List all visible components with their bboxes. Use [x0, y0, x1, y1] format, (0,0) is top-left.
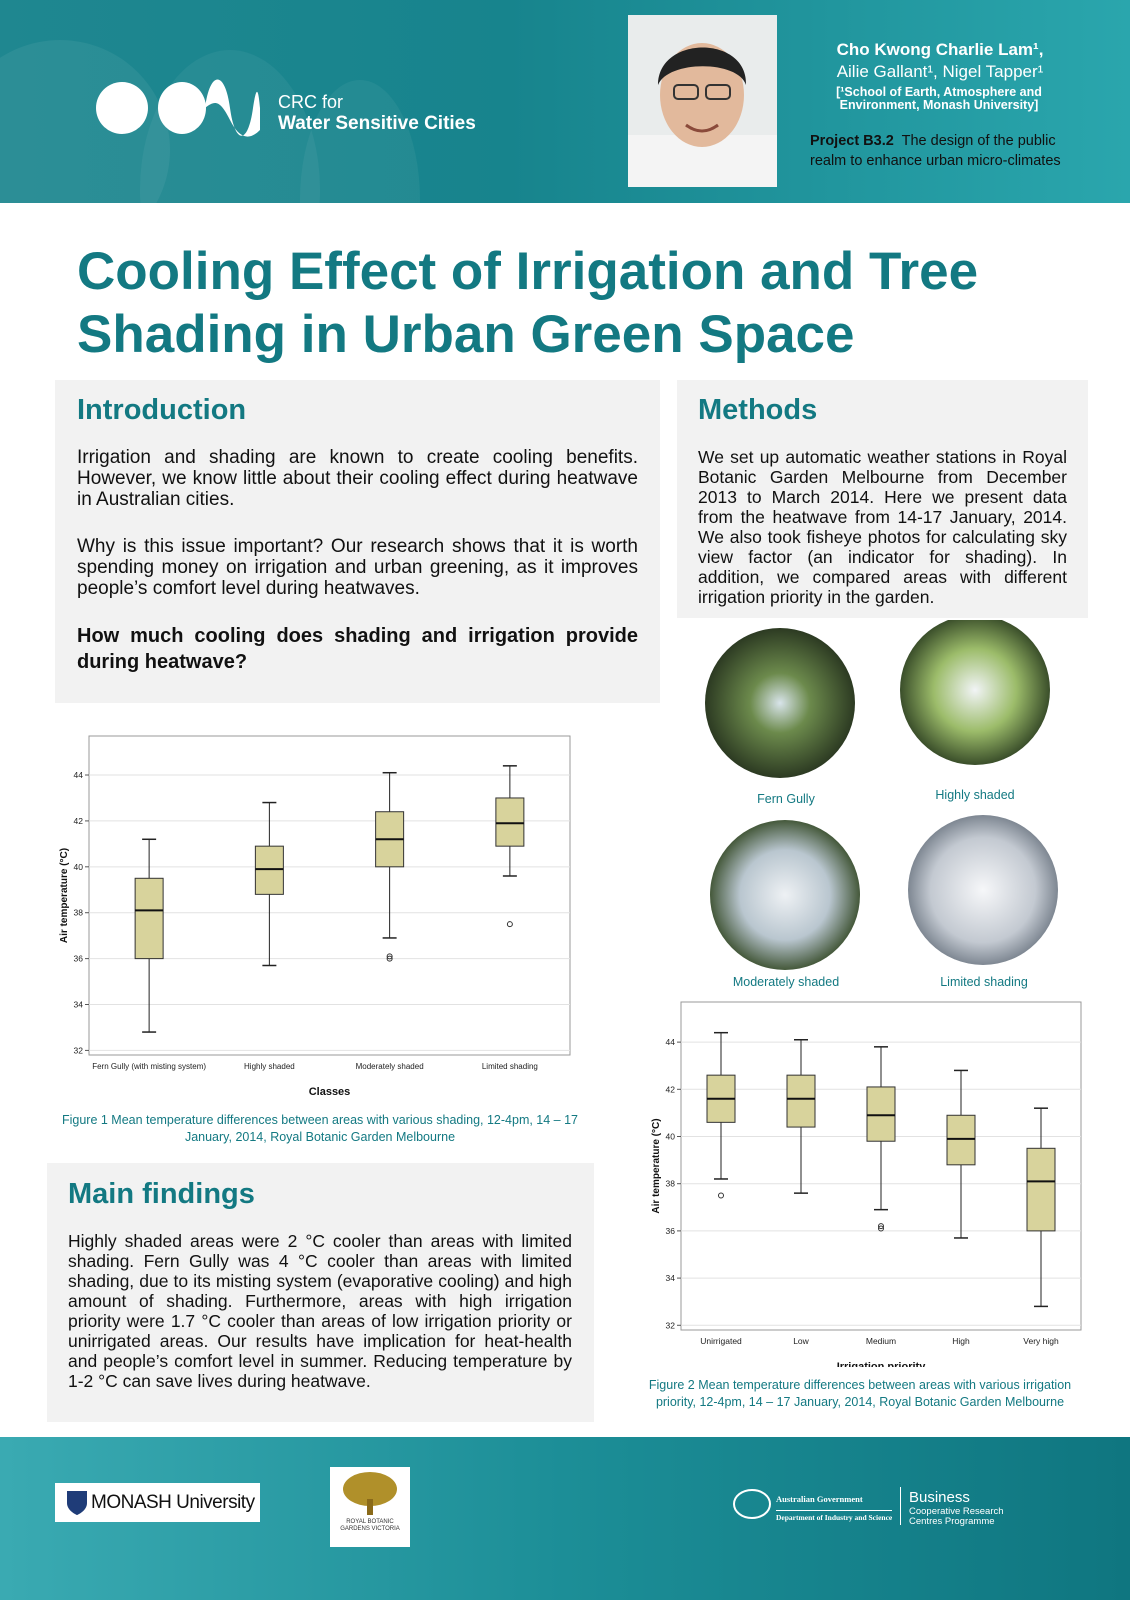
- photo-label: Fern Gully: [757, 792, 815, 806]
- x-tick-label: Fern Gully (with misting system): [92, 1062, 206, 1071]
- header-band: CRC for Water Sensitive Cities Cho Kwong…: [0, 0, 1130, 203]
- photo-label: Highly shaded: [935, 788, 1015, 802]
- x-tick-label: Medium: [866, 1336, 896, 1346]
- crc-line2: Cooperative Research Centres Programme: [909, 1506, 1004, 1527]
- authors-line1: Cho Kwong Charlie Lam¹,: [836, 40, 1044, 59]
- chart: 32 34 36 38 40 42 44 Air temperature (°C) Classe…: [59, 735, 571, 1098]
- author-photo: [628, 15, 777, 187]
- org-line2: Water Sensitive Cities: [278, 113, 476, 134]
- x-tick-label: Moderately shaded: [356, 1062, 424, 1071]
- authors-line2: Ailie Gallant¹, Nigel Tapper¹: [836, 62, 1044, 81]
- x-axis-label: Irrigation priority: [837, 1361, 927, 1367]
- rbg-tree: [343, 1472, 397, 1515]
- poster-title: Cooling Effect of Irrigation and Tree Sh…: [77, 242, 979, 364]
- y-tick-label: 38: [666, 1179, 676, 1189]
- header-decor: [0, 40, 420, 203]
- box: [786, 1074, 816, 1128]
- intro-panel: Introduction Irrigation and shading are …: [55, 380, 660, 703]
- y-tick-label: 42: [666, 1084, 676, 1094]
- x-tick-label: Unirrigated: [700, 1336, 742, 1346]
- plot-frame: [88, 735, 571, 1056]
- fisheye-photos: [705, 620, 1058, 970]
- x-tick-label: Highly shaded: [244, 1062, 295, 1071]
- divider: [900, 1487, 901, 1525]
- photo-label: Limited shading: [940, 975, 1028, 989]
- findings-panel: Main findings Highly shaded areas were 2…: [47, 1163, 594, 1422]
- box: [495, 797, 525, 847]
- outlier: [718, 1192, 724, 1199]
- monash-crest: [67, 1491, 87, 1515]
- y-tick-label: 40: [666, 1132, 676, 1142]
- y-tick-label: 40: [74, 862, 84, 872]
- y-tick-label: 38: [74, 908, 84, 918]
- monash-text: MONASH University: [91, 1492, 255, 1513]
- y-tick-label: 44: [666, 1037, 676, 1047]
- x-tick-label: High: [952, 1336, 970, 1346]
- methods-text: We set up automatic weather stations in …: [698, 447, 1067, 607]
- outlier: [386, 955, 393, 962]
- project-text: The design of the public realm to enhanc…: [810, 133, 1061, 169]
- org-line1: CRC for: [278, 92, 344, 112]
- y-axis-label: Air temperature (°C): [651, 1118, 662, 1213]
- y-tick-label: 34: [74, 1000, 84, 1010]
- y-tick-label: 42: [74, 816, 84, 826]
- monash-logo: MONASH University: [55, 1483, 260, 1522]
- outlier: [878, 1223, 884, 1230]
- y-tick-label: 34: [666, 1273, 676, 1283]
- rbg-logo: ROYAL BOTANIC GARDENS VICTORIA: [330, 1467, 410, 1547]
- x-tick-label: Limited shading: [482, 1062, 538, 1071]
- gov-crest: [733, 1489, 771, 1519]
- y-tick-label: 44: [74, 770, 84, 780]
- box: [134, 877, 164, 960]
- outlier: [386, 953, 393, 960]
- intro-question: How much cooling does shading and irriga…: [77, 625, 638, 673]
- y-tick-label: 36: [666, 1226, 676, 1236]
- outlier: [506, 921, 513, 928]
- project: Project B3.2 The design of the public re…: [810, 131, 1085, 171]
- gov-line2: Department of Industry and Science: [776, 1510, 893, 1522]
- footer-band: MONASH University ROYAL BOTANIC GARDENS …: [0, 1437, 1130, 1600]
- box: [254, 845, 284, 895]
- x-axis-label: Classes: [309, 1086, 351, 1098]
- x-tick-label: Very high: [1023, 1336, 1059, 1346]
- x-tick-label: Low: [793, 1336, 809, 1346]
- gov-line1: Australian Government: [776, 1494, 863, 1504]
- intro-para: Why is this issue important? Our researc…: [77, 536, 638, 599]
- box: [866, 1086, 896, 1142]
- affiliation: [¹School of Earth, Atmosphere and Enviro…: [836, 85, 1042, 112]
- outlier: [878, 1225, 884, 1232]
- chart: 32 34 36 38 40 42 44 Air temperature (°C) Irriga…: [651, 1001, 1082, 1367]
- methods-heading: Methods: [698, 394, 818, 426]
- rbg-text: ROYAL BOTANIC GARDENS VICTORIA: [340, 1519, 400, 1532]
- findings-heading: Main findings: [68, 1178, 255, 1210]
- intro-para: Irrigation and shading are known to crea…: [77, 447, 638, 510]
- figure-caption: Figure 2 Mean temperature differences be…: [648, 1378, 1072, 1409]
- methods-panel: Methods We set up automatic weather stat…: [677, 380, 1088, 618]
- box: [1026, 1147, 1056, 1232]
- box: [946, 1114, 976, 1166]
- intro-heading: Introduction: [77, 394, 247, 426]
- y-tick-label: 32: [74, 1045, 84, 1055]
- figure-caption: Figure 1 Mean temperature differences be…: [61, 1113, 579, 1144]
- y-tick-label: 32: [666, 1320, 676, 1330]
- y-axis-label: Air temperature (°C): [59, 848, 70, 943]
- findings-text: Highly shaded areas were 2 °C cooler tha…: [68, 1231, 572, 1391]
- project-label: Project B3.2: [810, 133, 894, 149]
- y-tick-label: 36: [74, 954, 84, 964]
- crc-line1: Business: [909, 1489, 970, 1506]
- photo-label: Moderately shaded: [732, 975, 840, 989]
